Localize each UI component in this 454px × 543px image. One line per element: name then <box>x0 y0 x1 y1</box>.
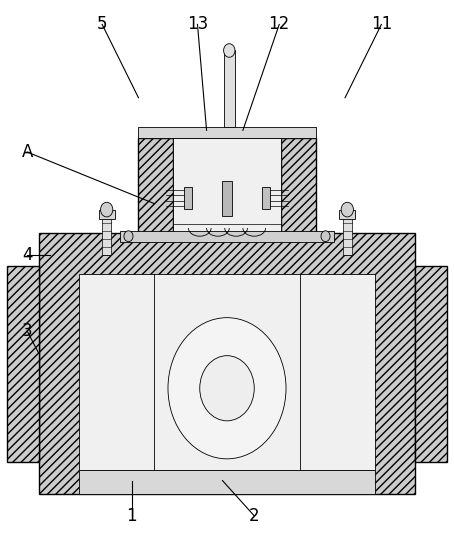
Bar <box>223 50 235 127</box>
Bar <box>138 138 173 233</box>
Circle shape <box>341 203 353 217</box>
Bar <box>39 233 415 494</box>
Bar <box>173 138 281 233</box>
Circle shape <box>100 203 113 217</box>
Text: 2: 2 <box>249 507 260 525</box>
Bar <box>262 187 270 209</box>
Circle shape <box>321 231 330 242</box>
Circle shape <box>124 231 133 242</box>
Bar <box>79 274 375 470</box>
Bar <box>222 181 232 216</box>
Text: 1: 1 <box>126 507 137 525</box>
Text: 11: 11 <box>371 15 392 34</box>
Text: 13: 13 <box>187 15 208 34</box>
Bar <box>138 127 316 138</box>
Bar <box>102 214 111 255</box>
Circle shape <box>223 44 235 58</box>
Bar <box>184 187 192 209</box>
Circle shape <box>200 356 254 421</box>
Text: 5: 5 <box>97 15 108 34</box>
Bar <box>415 266 447 462</box>
Text: A: A <box>21 143 33 161</box>
Text: 3: 3 <box>22 322 33 340</box>
Bar <box>343 214 352 255</box>
Bar <box>339 210 355 219</box>
Bar <box>79 470 375 494</box>
Bar <box>120 231 334 242</box>
Bar <box>7 266 39 462</box>
Text: 4: 4 <box>22 246 33 264</box>
Circle shape <box>168 318 286 459</box>
Text: 12: 12 <box>269 15 290 34</box>
Bar <box>99 210 115 219</box>
Bar <box>281 138 316 233</box>
